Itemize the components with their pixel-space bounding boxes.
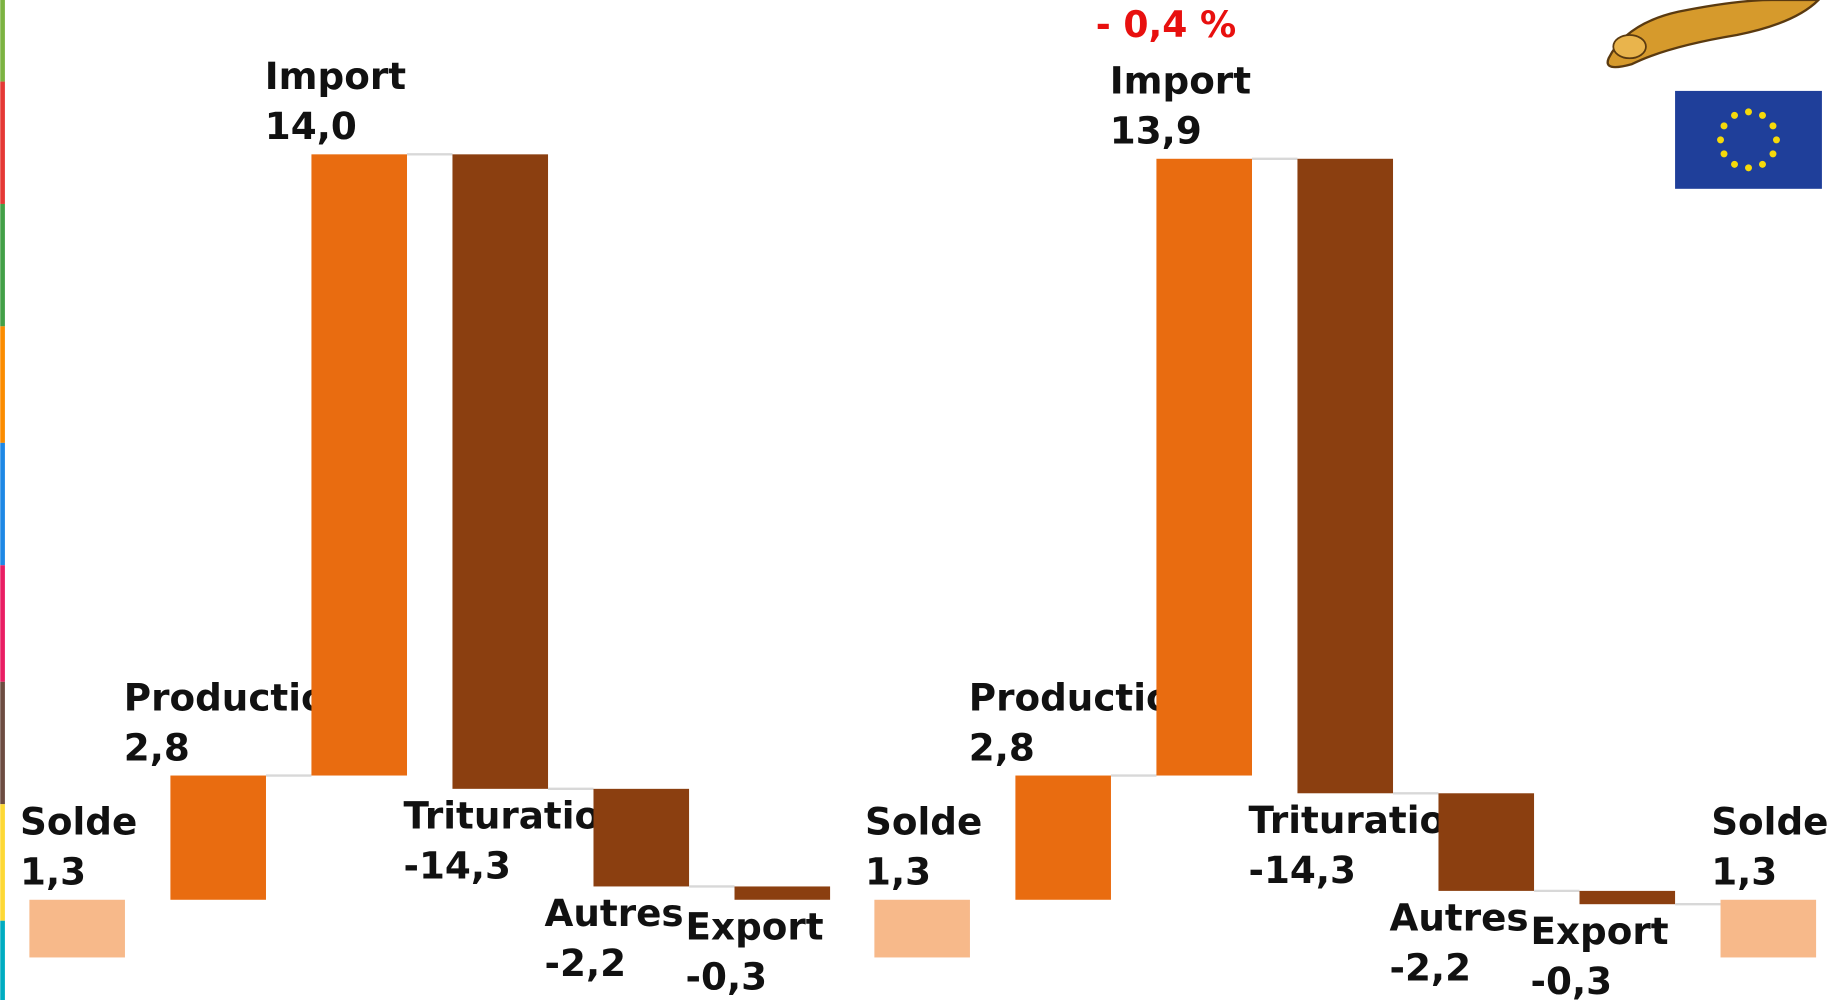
category-label: Trituration	[404, 793, 627, 837]
value-label: -14,3	[1248, 848, 1355, 892]
bar	[1438, 793, 1535, 891]
category-label: Solde	[20, 800, 137, 844]
side-stripes	[0, 0, 5, 1000]
category-label: Solde	[1711, 800, 1828, 844]
category-label: Autres	[545, 891, 684, 935]
category-label: Import	[265, 54, 406, 98]
value-label: 1,3	[20, 850, 86, 894]
bar	[170, 775, 266, 900]
value-label: -14,3	[404, 844, 511, 888]
value-label: -2,2	[1390, 946, 1472, 990]
bar	[29, 899, 125, 958]
bar	[1579, 890, 1676, 905]
value-label: 2,8	[969, 725, 1035, 769]
bar	[1156, 158, 1252, 776]
bar	[734, 886, 831, 900]
soybean-illustration	[1606, 0, 1821, 69]
bar	[1720, 899, 1817, 958]
eu-flag	[1675, 90, 1822, 189]
category-label: Import	[1110, 59, 1251, 103]
value-label: -0,3	[686, 955, 768, 999]
bar	[874, 899, 970, 958]
category-label: Export	[1531, 909, 1669, 953]
category-label: Trituration	[1248, 798, 1471, 842]
value-label: 1,3	[865, 850, 931, 894]
bar	[452, 154, 549, 789]
value-label: 14,0	[265, 104, 357, 148]
value-label: 2,8	[124, 725, 190, 769]
category-label: Solde	[865, 800, 982, 844]
category-label: Export	[686, 904, 824, 948]
value-label: 1,3	[1711, 850, 1777, 894]
value-label: -0,3	[1531, 959, 1613, 1000]
value-label: 13,9	[1110, 109, 1202, 153]
value-label: -2,2	[545, 941, 627, 985]
bar	[593, 788, 690, 887]
bar	[1015, 775, 1111, 900]
bar	[311, 154, 408, 776]
category-label: Autres	[1390, 896, 1529, 940]
bar	[1297, 158, 1394, 794]
annotation: - 0,4 %	[1096, 3, 1236, 46]
